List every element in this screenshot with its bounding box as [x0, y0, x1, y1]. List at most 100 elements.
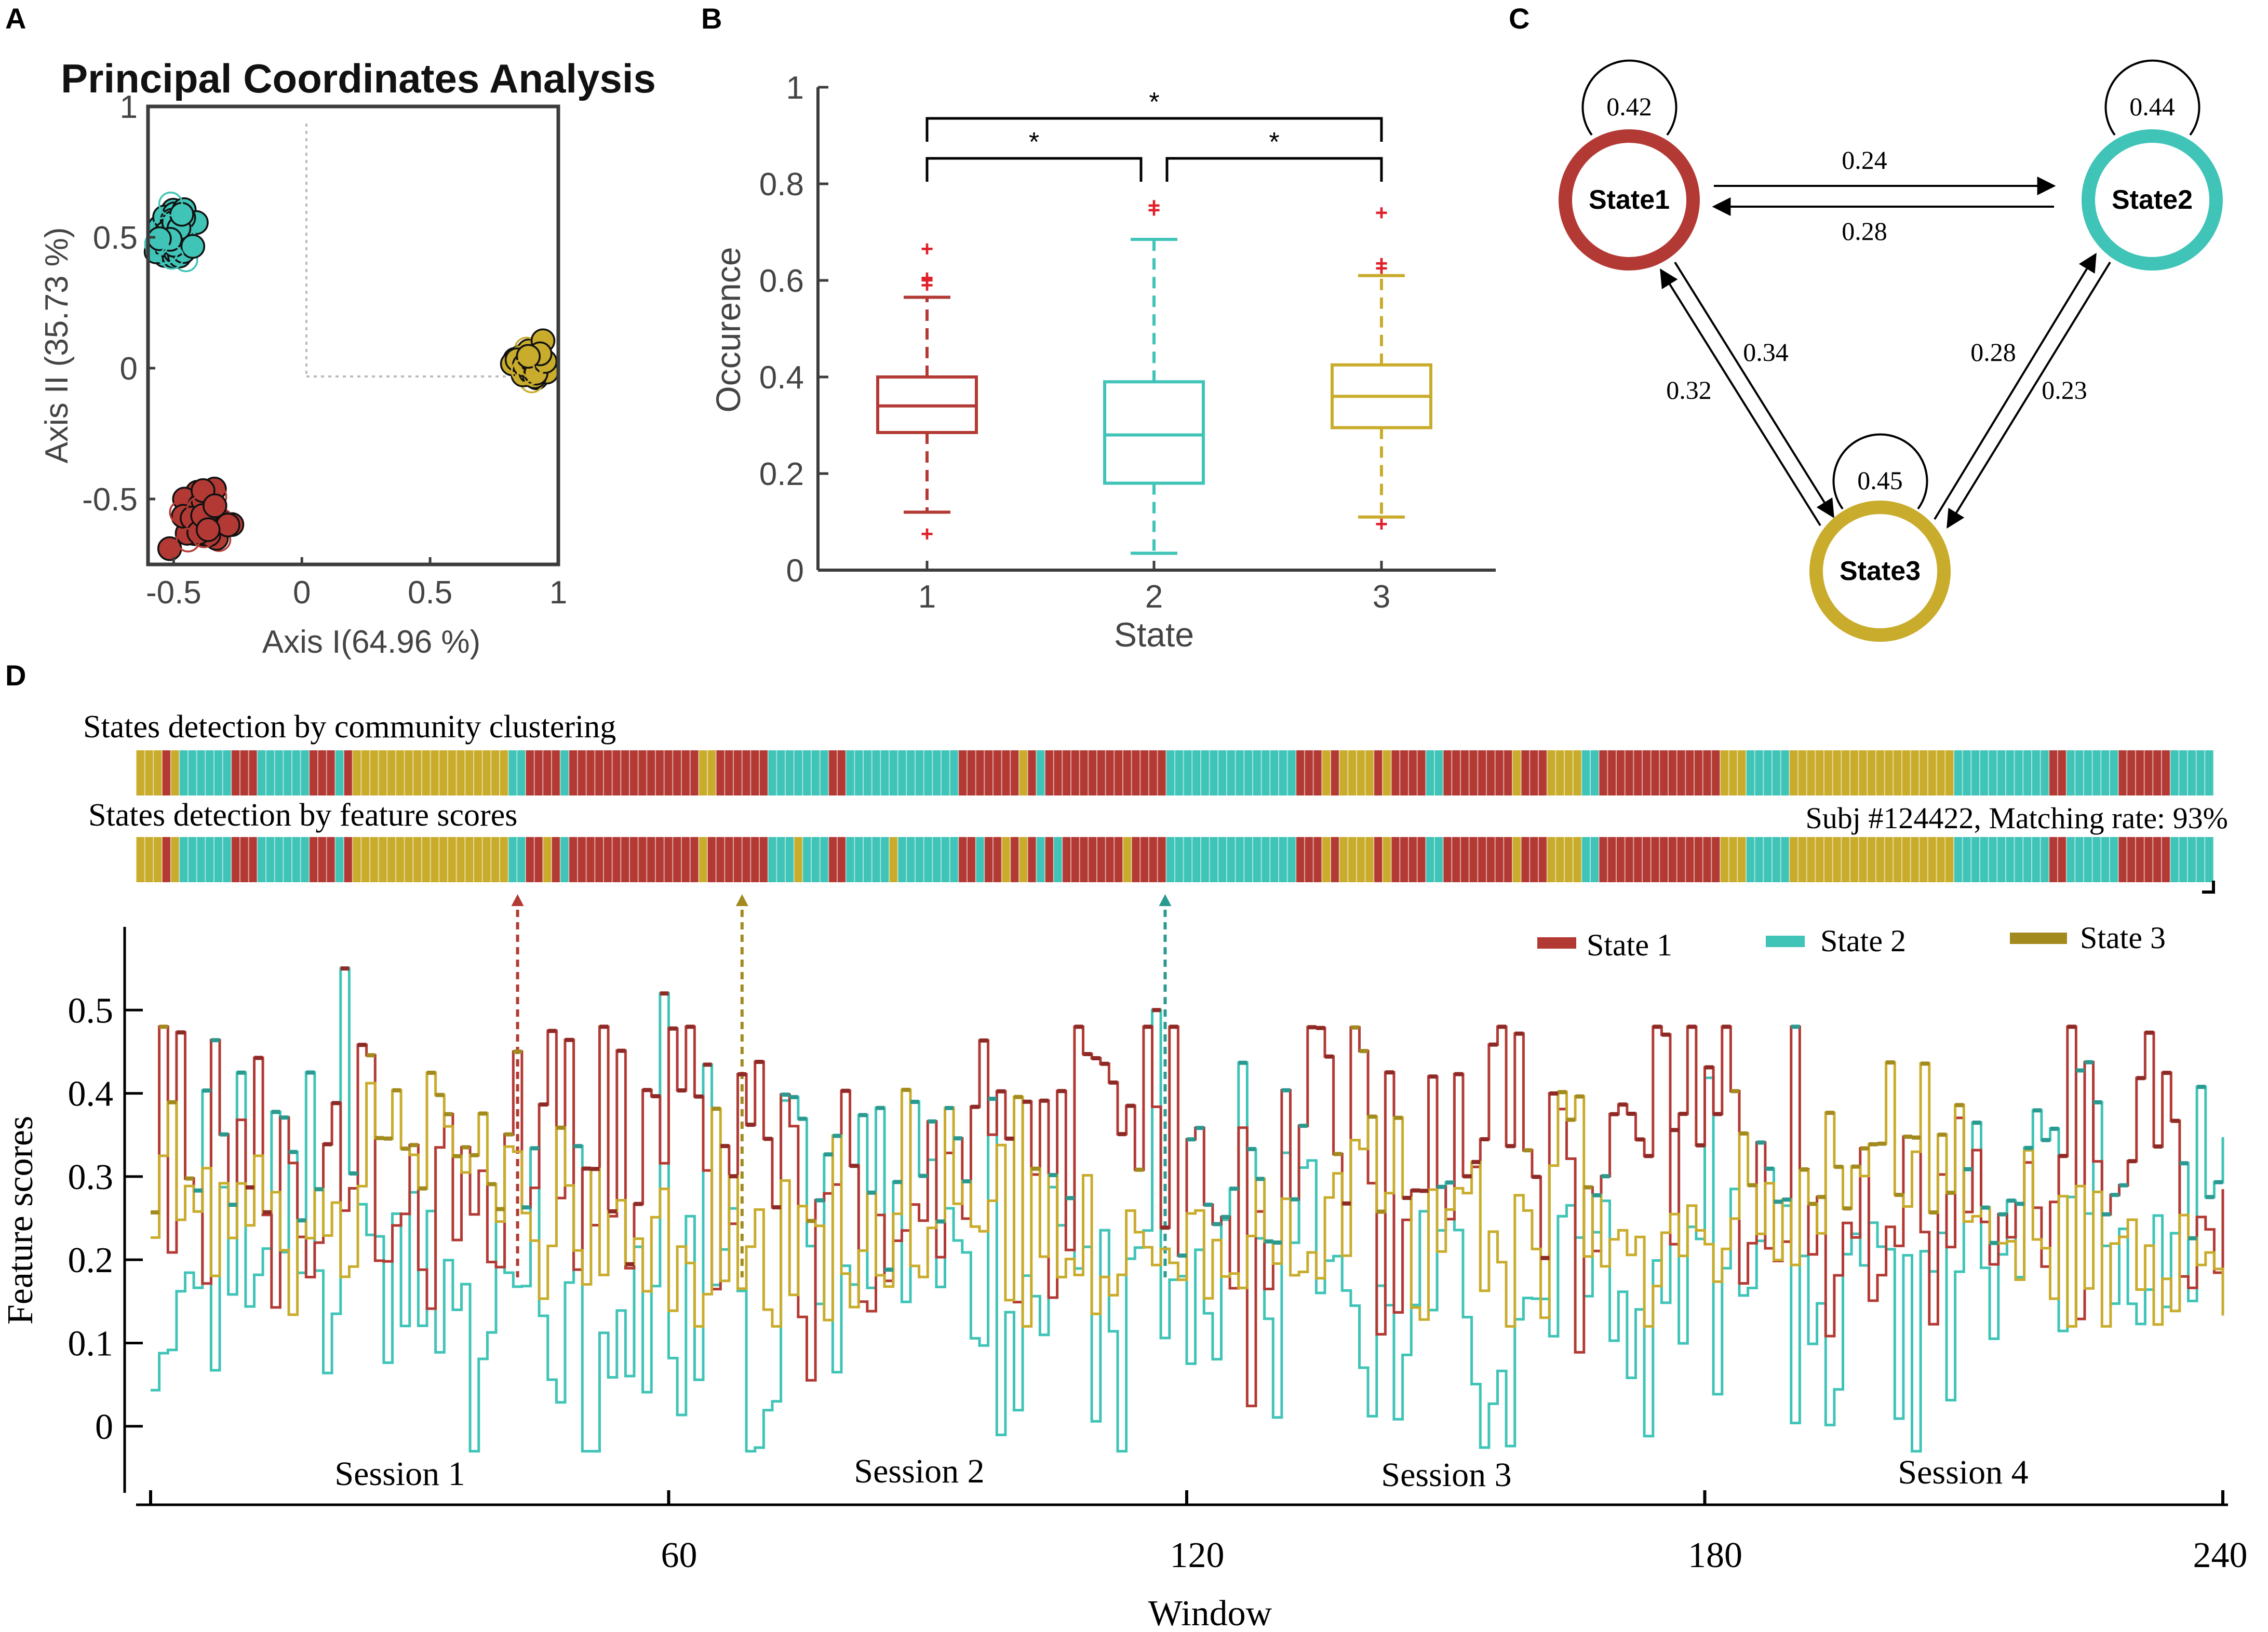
state-cell — [1780, 750, 1790, 795]
state-cell — [889, 750, 898, 795]
state-cell — [1504, 750, 1513, 795]
state-cell — [144, 750, 154, 795]
state-cell — [474, 750, 483, 795]
box-3-outlier: + — [1375, 512, 1388, 536]
state-cell — [240, 837, 249, 882]
state-cell — [1218, 750, 1227, 795]
state-cell — [1235, 837, 1244, 882]
state-cell — [1659, 837, 1669, 882]
state-cell — [1529, 837, 1539, 882]
state-cell — [222, 837, 232, 882]
state-cell — [854, 837, 864, 882]
state-cell — [196, 837, 206, 882]
state-cell — [871, 837, 881, 882]
pcoa-xtick-label: 0.5 — [408, 575, 452, 611]
state-cell — [2144, 750, 2153, 795]
state-cell — [2144, 837, 2153, 882]
state-cell — [1331, 837, 1340, 882]
state1-node — [1559, 129, 1700, 271]
state-cell — [560, 750, 569, 795]
state-cell — [1625, 837, 1634, 882]
state-cell — [1357, 750, 1366, 795]
feature-xtick-label: 240 — [2193, 1535, 2248, 1575]
state-cell — [1850, 837, 1859, 882]
state-cell — [144, 837, 154, 882]
state-cell — [188, 750, 197, 795]
state-cell — [586, 837, 595, 882]
panel-label-b: B — [701, 2, 722, 35]
state-cell — [603, 837, 613, 882]
state-cell — [1244, 750, 1253, 795]
state-cell — [1088, 750, 1097, 795]
legend-state2-label: State 2 — [1820, 924, 1906, 958]
state-cell — [1183, 837, 1192, 882]
significance-star: * — [1029, 127, 1039, 157]
state-cell — [776, 837, 786, 882]
state-cell — [1201, 750, 1210, 795]
state-cell — [1348, 750, 1357, 795]
state-cell — [318, 837, 327, 882]
state-cell — [378, 837, 387, 882]
state-cell — [785, 750, 795, 795]
state-cell — [1019, 750, 1028, 795]
state-cell — [603, 750, 613, 795]
state-cell — [1928, 750, 1937, 795]
feature-series-state2 — [151, 967, 2224, 1453]
state-cell — [967, 837, 976, 882]
state-cell — [248, 750, 258, 795]
self-loop-s2-label: 0.44 — [2129, 92, 2175, 121]
pcoa-xtick-label: 1 — [549, 575, 567, 611]
state-cell — [837, 750, 847, 795]
state-cell — [2179, 837, 2188, 882]
pcoa-ytick-label: 1 — [120, 89, 138, 125]
state-cell — [569, 837, 578, 882]
state-cell — [136, 750, 145, 795]
state-cell — [1547, 750, 1556, 795]
feature-xtick-label: 120 — [1170, 1535, 1225, 1575]
state-cell — [1097, 837, 1106, 882]
state-cell — [1244, 837, 1253, 882]
feature-xlabel: Window — [1148, 1594, 1272, 1632]
state-cell — [681, 837, 691, 882]
state-cell — [430, 837, 439, 882]
state-cell — [1053, 750, 1063, 795]
state-cell — [1434, 750, 1444, 795]
state-cell — [1702, 837, 1712, 882]
community-clustering-title: States detection by community clustering — [83, 709, 616, 745]
state-cell — [1131, 750, 1140, 795]
boxplot-xtick-label: 3 — [1373, 579, 1390, 615]
state-cell — [508, 750, 517, 795]
state-cell — [1391, 837, 1400, 882]
state-cell — [2127, 750, 2136, 795]
state-cell — [664, 750, 673, 795]
state-cell — [1919, 837, 1928, 882]
state-cell — [1088, 837, 1097, 882]
state-cell — [387, 837, 396, 882]
state-cell — [283, 750, 292, 795]
significance-bracket — [925, 157, 1143, 182]
state-cell — [1971, 837, 1980, 882]
state-cell — [673, 750, 682, 795]
state-cell — [1071, 750, 1080, 795]
state-cell — [1746, 750, 1755, 795]
state-cell — [1806, 750, 1816, 795]
state-cell — [1036, 837, 1045, 882]
state-cell — [1650, 750, 1660, 795]
state-cell — [2058, 837, 2067, 882]
state-cell — [1858, 750, 1868, 795]
state-cell — [2188, 750, 2197, 795]
state1-label: State1 — [1589, 185, 1670, 215]
state-cell — [1720, 750, 1729, 795]
feature-xtick-label: 180 — [1688, 1535, 1742, 1575]
state-cell — [1616, 750, 1626, 795]
state-cell — [621, 837, 630, 882]
state-cell — [396, 750, 405, 795]
state-cell — [1936, 837, 1945, 882]
state-cell — [1676, 837, 1686, 882]
state-cell — [1737, 750, 1747, 795]
state-cell — [517, 750, 526, 795]
state-cell — [1893, 837, 1902, 882]
state-cell — [1313, 837, 1322, 882]
state-cell — [1954, 837, 1963, 882]
state-cell — [811, 837, 821, 882]
